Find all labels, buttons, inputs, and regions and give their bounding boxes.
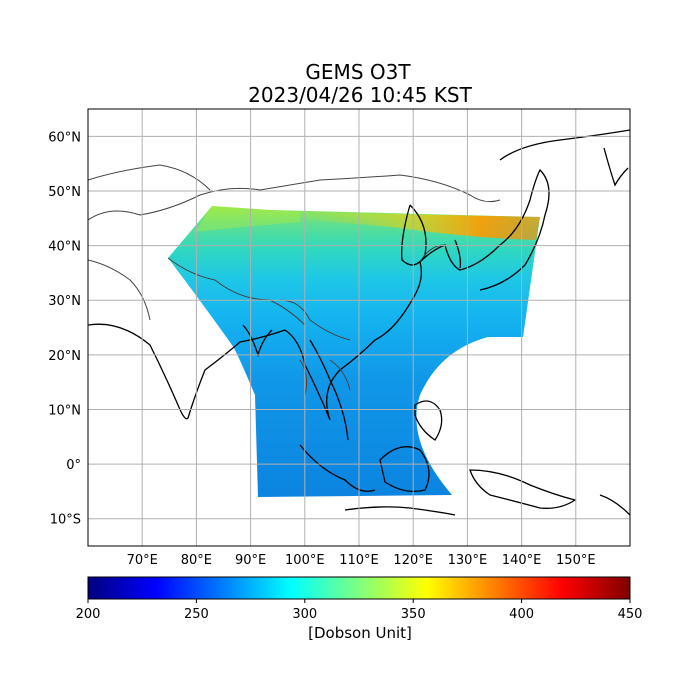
lon-tick-label: 70°E [127, 553, 158, 568]
lat-tick-label: 10°N [48, 403, 81, 418]
colorbar-tick-label: 400 [509, 607, 534, 622]
lat-tick-label: 30°N [48, 294, 81, 309]
lon-tick-label: 140°E [502, 553, 542, 568]
lat-tick-label: 20°N [48, 349, 81, 364]
colorbar-tick-label: 200 [76, 607, 101, 622]
country-borders [88, 164, 501, 396]
colorbar-tick-label: 350 [401, 607, 426, 622]
ozone-high-band [300, 212, 540, 240]
colorbar-ticks: 200 250 300 350 400 450 [76, 599, 643, 622]
lat-tick-label: 40°N [48, 240, 81, 255]
lon-tick-label: 90°E [235, 553, 266, 568]
latitude-tick-labels: 60°N 50°N 40°N 30°N 20°N 10°N 0° 10°S [48, 130, 81, 527]
lat-tick-label: 10°S [50, 513, 81, 528]
gridlines [88, 109, 630, 546]
lon-tick-label: 100°E [285, 553, 325, 568]
lat-tick-label: 50°N [48, 185, 81, 200]
map-axes-frame [87, 108, 631, 547]
lon-tick-label: 130°E [448, 553, 488, 568]
lon-tick-label: 120°E [393, 553, 433, 568]
colorbar [87, 576, 631, 600]
colorbar-tick-label: 250 [184, 607, 209, 622]
map-title: GEMS O3T [305, 60, 411, 84]
lon-tick-label: 150°E [556, 553, 596, 568]
coastlines [88, 129, 630, 516]
ozone-data-swath [168, 206, 540, 497]
lon-tick-label: 110°E [339, 553, 379, 568]
colorbar-tick-label: 300 [292, 607, 317, 622]
map-subtitle: 2023/04/26 10:45 KST [248, 83, 472, 107]
longitude-tick-labels: 70°E 80°E 90°E 100°E 110°E 120°E 130°E 140°E 150… [127, 553, 596, 568]
lon-tick-label: 80°E [181, 553, 212, 568]
colorbar-label: [Dobson Unit] [308, 624, 412, 642]
ozone-mid-band [195, 206, 300, 232]
lat-tick-label: 0° [66, 458, 81, 473]
lat-tick-label: 60°N [48, 130, 81, 145]
colorbar-tick-label: 450 [618, 607, 643, 622]
